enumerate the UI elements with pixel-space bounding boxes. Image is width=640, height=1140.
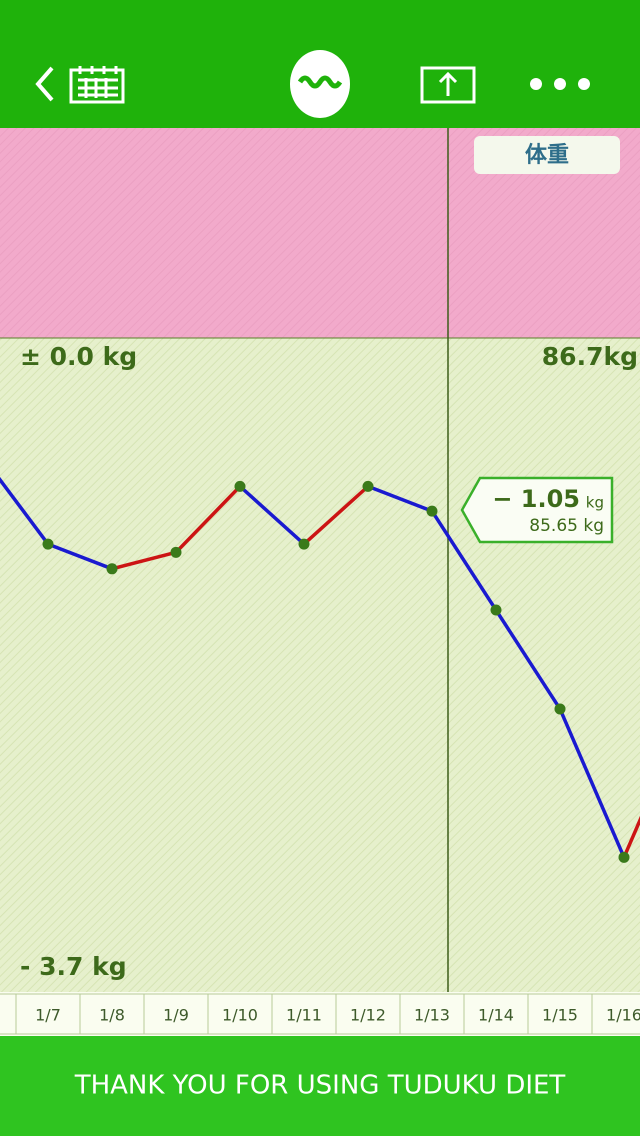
- date-cell: [79, 993, 145, 1035]
- badge-label: 体重: [525, 143, 569, 168]
- footer-text: THANK YOU FOR USING TUDUKU DIET: [74, 1071, 566, 1101]
- logo-wave: [297, 75, 343, 89]
- date-cell: [15, 993, 81, 1035]
- plot: ± 0.0 kg - 3.7 kg: [0, 342, 640, 981]
- date-cell: [0, 993, 17, 1035]
- share-button[interactable]: [420, 66, 476, 104]
- x-tick-label: 1/9: [163, 1006, 189, 1025]
- callout-unit: kg: [586, 494, 604, 512]
- line-segment: [47, 542, 113, 571]
- footer[interactable]: [0, 1036, 640, 1136]
- date-cell: [271, 993, 337, 1035]
- x-tick-label: 1/10: [222, 1006, 258, 1025]
- x-tick-label: 1/11: [286, 1006, 322, 1025]
- data-point: [106, 563, 118, 575]
- badge[interactable]: [474, 136, 620, 174]
- x-tick-label: 1/14: [478, 1006, 514, 1025]
- callout-weight: 85.65 kg: [529, 516, 604, 536]
- back-button[interactable]: [35, 66, 54, 102]
- line-segment: [367, 484, 433, 513]
- date-cell: [463, 993, 529, 1035]
- line-segment: [0, 476, 50, 546]
- y-tick-label: - 3.7 kg: [20, 952, 127, 981]
- data-point: [362, 480, 374, 492]
- line-segment: [111, 550, 177, 571]
- date-cell: [143, 993, 209, 1035]
- line-segment: [174, 485, 242, 554]
- line-segment: [302, 485, 370, 546]
- x-tick-label: 1/15: [542, 1006, 578, 1025]
- line-segment: [558, 708, 626, 859]
- date-cells: 1/7 1/8 1/9 1/10 1/11 1/12 1/13 1/14 1/15 1/16: [0, 993, 640, 1035]
- date-cell: [207, 993, 273, 1035]
- more-button[interactable]: [530, 78, 590, 90]
- line-segment: [430, 510, 498, 611]
- x-tick-label: 1/8: [99, 1006, 125, 1025]
- data-point: [234, 480, 246, 492]
- data-point: [618, 851, 630, 863]
- chart-area: [0, 338, 640, 992]
- x-tick-label: 1/12: [350, 1006, 386, 1025]
- date-cell: [335, 993, 401, 1035]
- date-cell: [591, 993, 640, 1035]
- data-point: [554, 703, 566, 715]
- x-tick-label: 1/13: [414, 1006, 450, 1025]
- data-point: [426, 505, 438, 517]
- baseline-weight: 86.7kg: [542, 342, 638, 371]
- callout: [460, 476, 614, 544]
- date-cell: [527, 993, 593, 1035]
- line-segment: [494, 609, 562, 710]
- line-segment: [238, 485, 306, 546]
- x-tick-label: 1/16: [606, 1006, 640, 1025]
- y-tick-label: ± 0.0 kg: [20, 342, 137, 371]
- calendar-button[interactable]: [69, 66, 125, 104]
- data-point: [490, 604, 502, 616]
- data-point: [42, 538, 54, 550]
- line-segment: [622, 815, 640, 859]
- data-point: [170, 546, 182, 558]
- data-point: [298, 538, 310, 550]
- callout-change: − 1.05: [492, 485, 580, 513]
- x-tick-label: 1/7: [35, 1006, 61, 1025]
